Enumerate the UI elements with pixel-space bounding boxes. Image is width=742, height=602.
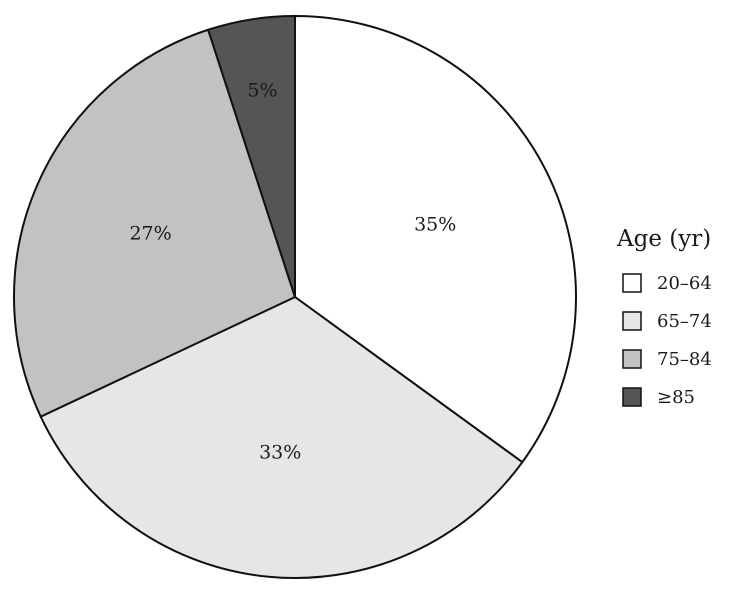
legend-label-20-64: 20–64 [657,273,712,294]
pie-slices [13,15,577,579]
legend-label-75-84: 75–84 [657,349,712,370]
legend-swatch-20-64 [622,273,642,293]
legend-swatch-gte-85 [622,387,642,407]
legend: Age (yr) 20–64 65–74 75–84 ≥85 [616,226,712,408]
pie-slice-labels: 35% 33% 27% 5% [129,80,456,464]
pie-slice-75-84 [13,28,296,418]
legend-items: 20–64 65–74 75–84 ≥85 [622,273,712,408]
slice-value-label-gte-85: 5% [247,80,277,102]
pie-slice-gte-85 [207,15,296,298]
legend-label-gte-85: ≥85 [657,387,695,408]
legend-label-65-74: 65–74 [657,311,712,332]
legend-title: Age (yr) [616,226,711,252]
pie-slice-20-64 [294,15,577,464]
slice-value-label-65-74: 33% [259,442,301,464]
legend-swatch-65-74 [622,311,642,331]
legend-swatch-75-84 [622,349,642,369]
slice-value-label-20-64: 35% [414,214,456,236]
slice-value-label-75-84: 27% [129,223,171,245]
pie-slice-65-74 [39,296,524,579]
